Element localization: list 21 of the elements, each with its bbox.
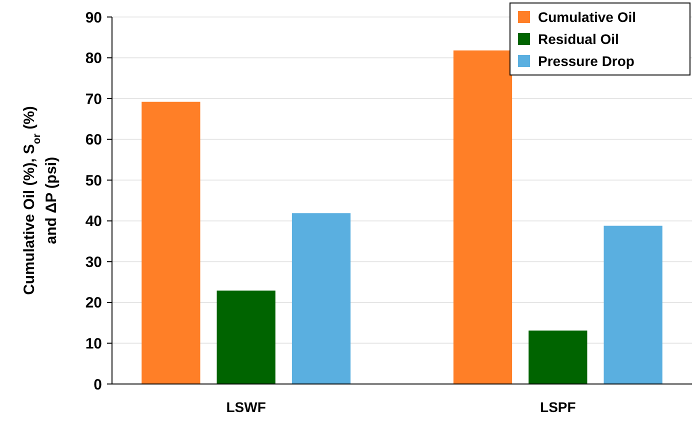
x-tick-label: LSWF bbox=[226, 399, 266, 415]
y-tick-label: 50 bbox=[85, 172, 102, 190]
y-tick-label: 80 bbox=[85, 50, 102, 68]
y-tick-label: 70 bbox=[85, 90, 102, 108]
y-tick-label: 20 bbox=[85, 294, 102, 312]
legend-label: Pressure Drop bbox=[538, 52, 634, 69]
y-tick-label: 30 bbox=[85, 254, 102, 271]
y-tick-label: 60 bbox=[85, 132, 102, 149]
legend-label: Cumulative Oil bbox=[538, 8, 636, 25]
legend-label: Residual Oil bbox=[538, 30, 619, 47]
x-tick-label: LSPF bbox=[540, 399, 576, 415]
y-tick-label: 40 bbox=[85, 213, 102, 230]
bar bbox=[453, 50, 512, 384]
bar bbox=[528, 330, 588, 384]
bar bbox=[142, 102, 200, 384]
y-tick-label: 0 bbox=[94, 376, 102, 394]
bar bbox=[216, 290, 276, 384]
bar bbox=[604, 226, 662, 384]
y-tick-label: 90 bbox=[85, 9, 102, 26]
y-tick-label: 10 bbox=[85, 335, 102, 352]
bar bbox=[292, 213, 351, 384]
